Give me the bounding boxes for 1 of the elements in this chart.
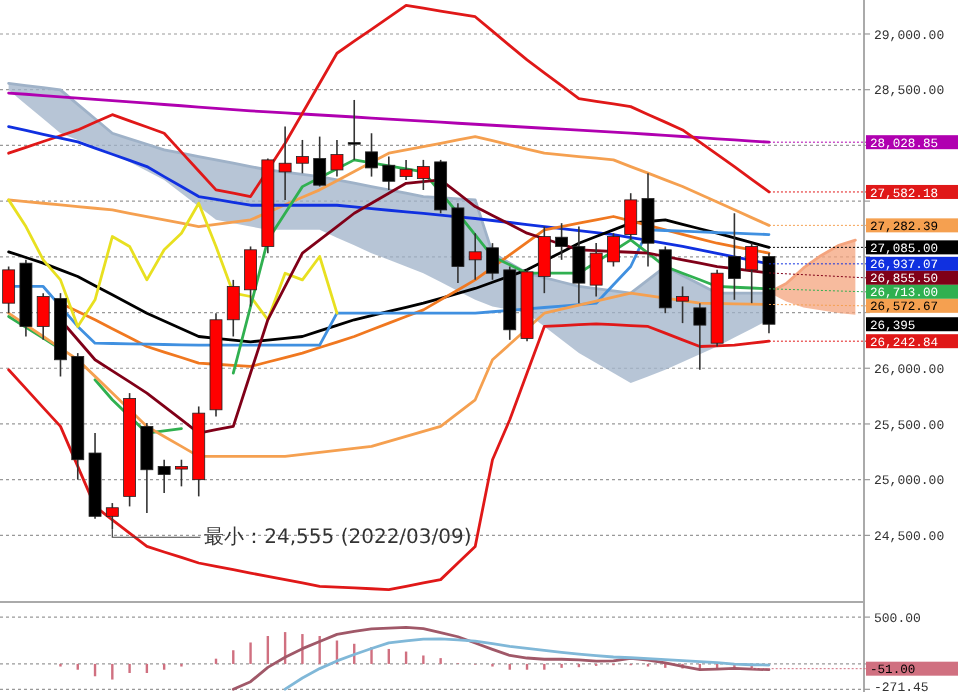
annotation: 最小：24,555 (2022/03/09) <box>204 525 472 550</box>
